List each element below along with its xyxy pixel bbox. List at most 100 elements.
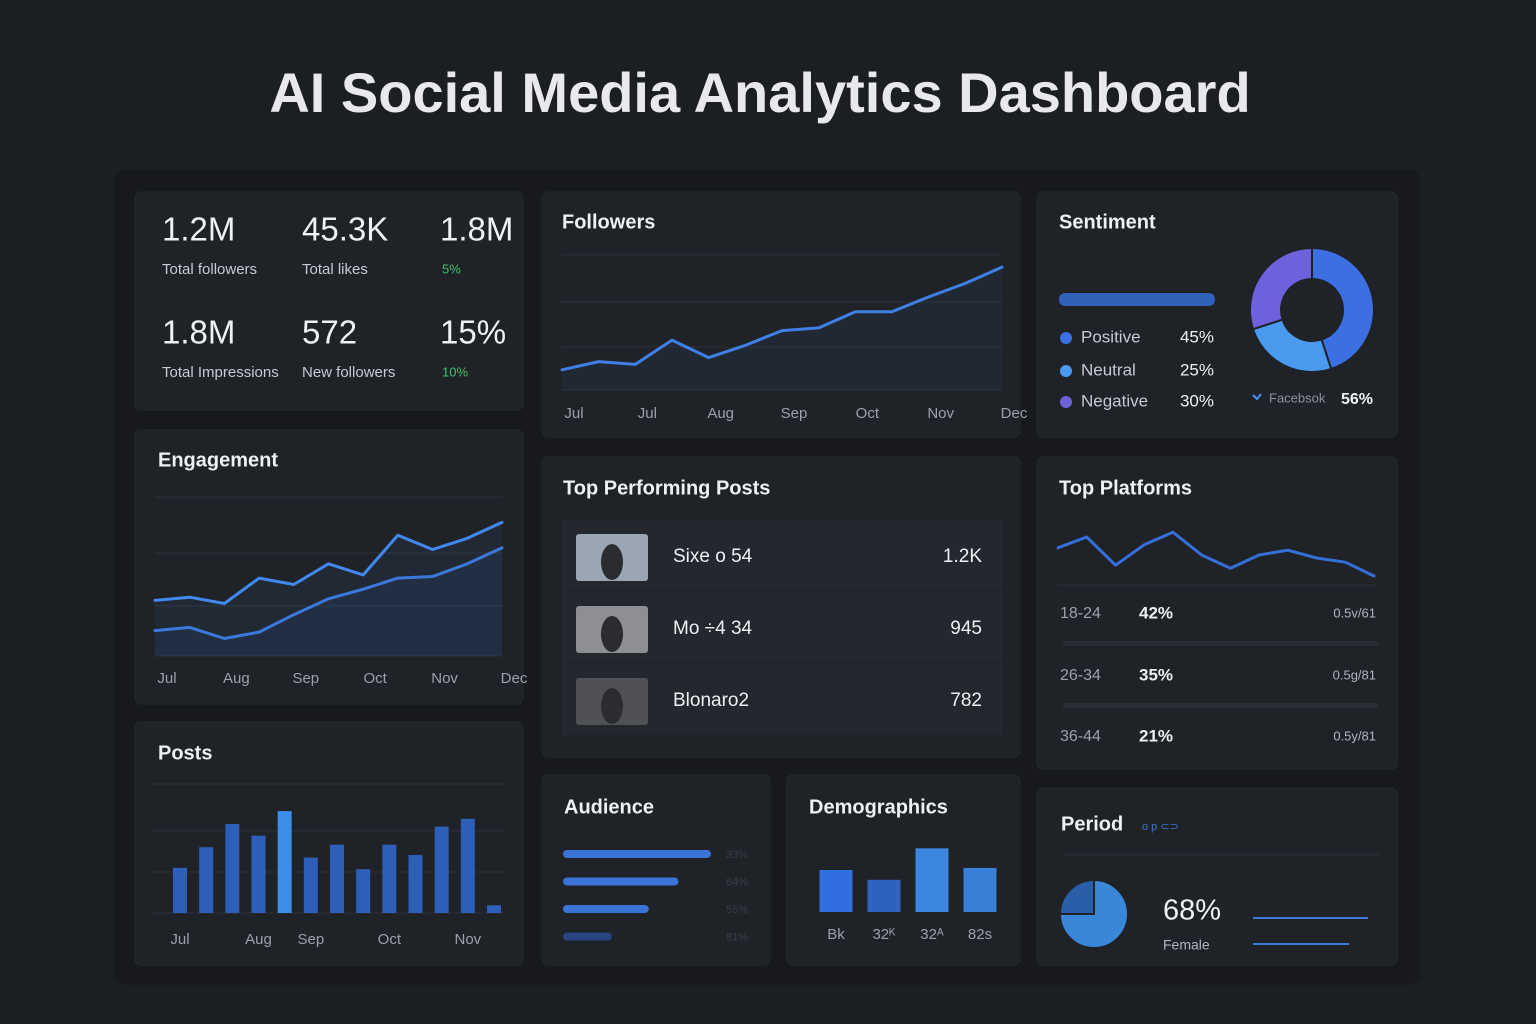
- legend-label: Neutral: [1081, 360, 1136, 379]
- bar: [199, 847, 214, 913]
- panel: [786, 774, 1021, 966]
- hbar: [563, 850, 711, 858]
- kpi-label: Total followers: [162, 261, 257, 278]
- bar: [915, 848, 949, 912]
- bar: [225, 823, 240, 913]
- post-value: 782: [950, 690, 982, 711]
- period-label: Female: [1163, 937, 1210, 953]
- share-value: 35%: [1139, 665, 1173, 684]
- panel: [541, 191, 1021, 438]
- hbar: [563, 905, 649, 913]
- platform-label: Facebsok: [1269, 390, 1326, 405]
- x-tick-label: 32ᴷ: [872, 926, 896, 943]
- kpi-value: 1.8M: [440, 211, 513, 248]
- bar: [460, 818, 475, 913]
- kpi-change: 10%: [442, 364, 468, 379]
- x-tick-label: 32ᴬ: [920, 926, 944, 943]
- age-label: 18-24: [1060, 605, 1101, 622]
- panel: [541, 774, 771, 966]
- pie-slice: [1058, 878, 1095, 915]
- pie-slice: [1248, 246, 1313, 331]
- x-tick-label: Jul: [157, 670, 176, 687]
- panel-title: Top Performing Posts: [563, 477, 770, 499]
- bar: [487, 905, 501, 913]
- kpi-change: 5%: [442, 261, 461, 276]
- kpi-value: 45.3K: [302, 211, 388, 248]
- post-name: Mo ÷4 34: [673, 618, 753, 639]
- bar: [819, 870, 853, 912]
- bar: [382, 844, 397, 913]
- pie-slice: [1311, 246, 1376, 371]
- x-tick-label: Dec: [1001, 405, 1028, 422]
- hbar-label: 33%: [726, 849, 748, 861]
- x-tick-label: Sep: [292, 670, 319, 687]
- x-tick-label: 82s: [968, 926, 992, 943]
- legend-label: Negative: [1081, 391, 1148, 410]
- row-track: [1063, 641, 1378, 646]
- value-label: 45%: [1180, 327, 1214, 346]
- line: [1056, 530, 1376, 578]
- thumbnail-figure: [601, 616, 623, 652]
- x-tick-label: Jul: [638, 405, 657, 422]
- x-tick-label: Sep: [297, 931, 324, 948]
- x-tick-label: Jul: [170, 931, 189, 948]
- kpi-label: Total Impressions: [162, 364, 279, 381]
- panel: [134, 429, 524, 705]
- line: [153, 546, 504, 640]
- bar: [277, 811, 292, 913]
- legend-label: Positive: [1081, 327, 1141, 346]
- panel-title: Top Platforms: [1059, 477, 1192, 499]
- panel-title: Followers: [562, 211, 655, 233]
- panel: [1036, 456, 1398, 770]
- post-name: Blonaro2: [673, 690, 749, 711]
- legend-dot: [1060, 365, 1072, 377]
- bar: [434, 826, 449, 913]
- post-name: Sixe o 54: [673, 546, 753, 567]
- bar: [408, 854, 423, 913]
- x-tick-label: Sep: [781, 405, 808, 422]
- thumbnail-figure: [601, 544, 623, 580]
- x-tick-label: Nov: [454, 931, 481, 948]
- line: [560, 265, 1004, 372]
- hbar-label: 81%: [726, 931, 748, 943]
- hbar-label: 64%: [726, 876, 748, 888]
- share-note: 0.5y/81: [1333, 728, 1376, 743]
- x-tick-label: Nov: [431, 670, 458, 687]
- bar: [867, 879, 901, 912]
- panel-title: Period: [1061, 813, 1123, 835]
- line-area: [155, 522, 502, 656]
- x-tick-label: Aug: [223, 670, 250, 687]
- bar: [173, 867, 187, 913]
- kpi-value: 1.8M: [162, 314, 235, 351]
- line-area: [155, 547, 502, 656]
- thumbnail-figure: [601, 688, 623, 724]
- bar: [356, 869, 371, 913]
- x-tick-label: Aug: [707, 405, 734, 422]
- x-tick-label: Aug: [245, 931, 272, 948]
- legend-dot: [1060, 396, 1072, 408]
- bar: [963, 867, 997, 912]
- kpi-label: Total likes: [302, 261, 368, 278]
- kpi-value: 572: [302, 314, 357, 351]
- period-value: 68%: [1163, 895, 1221, 927]
- platform-value: 56%: [1341, 391, 1373, 408]
- x-tick-label: Oct: [378, 931, 402, 948]
- x-tick-label: Dec: [501, 670, 528, 687]
- check-icon: [1252, 393, 1262, 401]
- panel-title: Demographics: [809, 796, 948, 818]
- value-label: 30%: [1180, 391, 1214, 410]
- panel-title: Sentiment: [1059, 211, 1156, 233]
- panel-title: Posts: [158, 742, 212, 764]
- hbar-label: 55%: [726, 904, 748, 916]
- share-value: 42%: [1139, 603, 1173, 622]
- row-track: [1063, 703, 1378, 708]
- panel: [134, 191, 524, 411]
- post-value: 1.2K: [943, 546, 982, 567]
- legend-dot: [1060, 332, 1072, 344]
- kpi-value: 15%: [440, 314, 506, 351]
- post-value: 945: [950, 618, 982, 639]
- share-value: 21%: [1139, 726, 1173, 745]
- bar: [330, 844, 344, 913]
- x-tick-label: Oct: [856, 405, 880, 422]
